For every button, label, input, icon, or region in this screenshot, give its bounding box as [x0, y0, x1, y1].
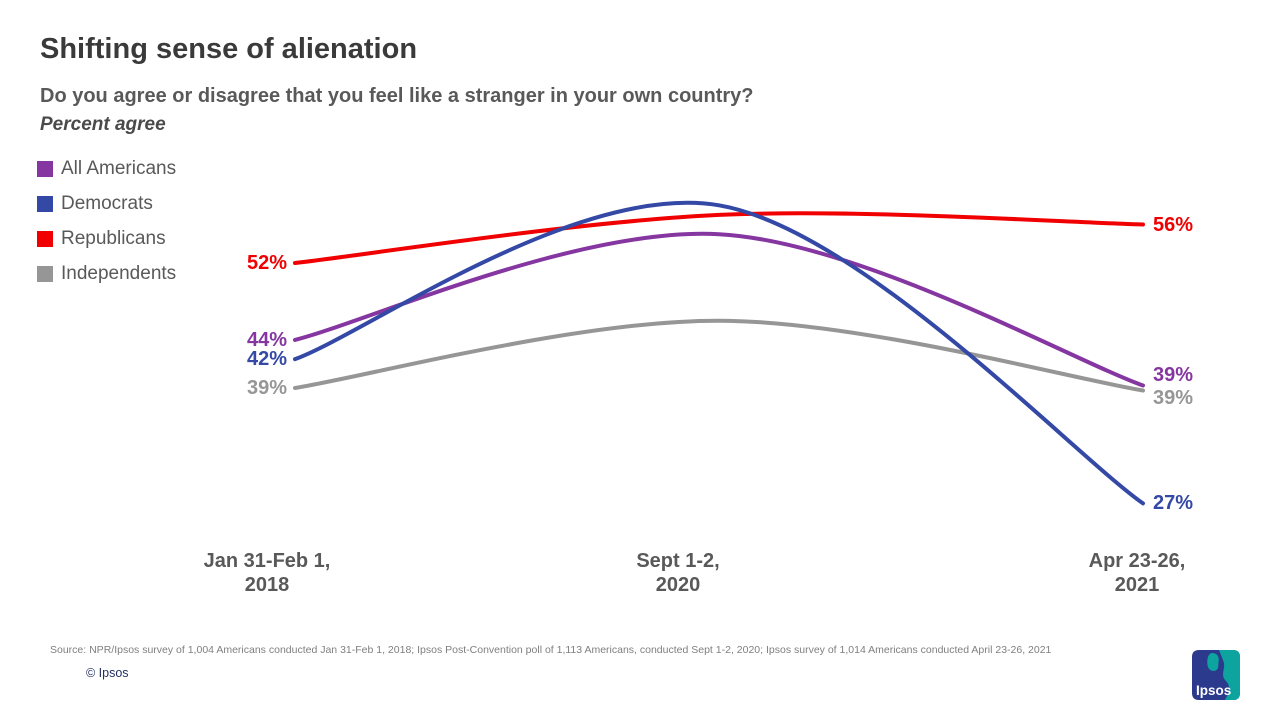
end-value-democrats: 27%	[1153, 492, 1194, 515]
ipsos-logo-wave	[1219, 650, 1240, 700]
start-value-all-americans: 44%	[246, 328, 287, 351]
copyright: © Ipsos	[86, 666, 129, 680]
legend-item-independents: Independents	[37, 263, 176, 285]
chart-legend: All Americans Democrats Republicans Indepen…	[37, 158, 176, 298]
line-republicans	[293, 211, 1145, 265]
x-axis-label-1: Jan 31-Feb 1, 2018	[204, 549, 331, 597]
legend-label-republicans: Republicans	[61, 228, 166, 249]
x-axis-label-3: Apr 23-26, 2021	[1089, 549, 1186, 597]
x-axis-label-3-dates: Apr 23-26,	[1088, 550, 1186, 572]
start-value-democrats: 42%	[246, 348, 287, 371]
ipsos-logo-face-icon	[1207, 652, 1219, 671]
legend-item-all-americans: All Americans	[37, 158, 176, 180]
source-note: Source: NPR/Ipsos survey of 1,004 Americ…	[50, 644, 1052, 656]
page-title: Shifting sense of alienation	[40, 33, 418, 65]
end-value-independents: 39%	[1153, 386, 1194, 409]
x-axis-label-3-year: 2021	[1114, 574, 1160, 596]
ipsos-logo-text: Ipsos	[1196, 683, 1231, 698]
x-axis-label-1-year: 2018	[244, 574, 290, 596]
end-value-all-americans: 39%	[1153, 363, 1194, 386]
x-axis-label-1-dates: Jan 31-Feb 1,	[203, 550, 331, 572]
x-axis-label-2: Sept 1-2, 2020	[636, 549, 719, 597]
legend-swatch-independents	[37, 266, 53, 282]
start-value-independents: 39%	[246, 376, 287, 399]
end-value-republicans: 56%	[1153, 213, 1194, 236]
legend-item-democrats: Democrats	[37, 193, 176, 215]
survey-question: Do you agree or disagree that you feel l…	[40, 85, 754, 107]
legend-label-democrats: Democrats	[61, 193, 153, 214]
legend-swatch-democrats	[37, 196, 53, 212]
ipsos-logo: Ipsos	[1192, 650, 1240, 700]
x-axis-label-2-dates: Sept 1-2,	[636, 550, 720, 572]
x-axis-label-2-year: 2020	[655, 574, 701, 596]
start-value-republicans: 52%	[246, 251, 287, 274]
line-democrats	[293, 200, 1145, 506]
line-independents	[293, 318, 1145, 393]
legend-item-republicans: Republicans	[37, 228, 176, 250]
legend-swatch-all-americans	[37, 161, 53, 177]
legend-swatch-republicans	[37, 231, 53, 247]
legend-label-independents: Independents	[61, 263, 177, 284]
legend-label-all-americans: All Americans	[61, 158, 177, 179]
metric-note: Percent agree	[40, 114, 166, 135]
